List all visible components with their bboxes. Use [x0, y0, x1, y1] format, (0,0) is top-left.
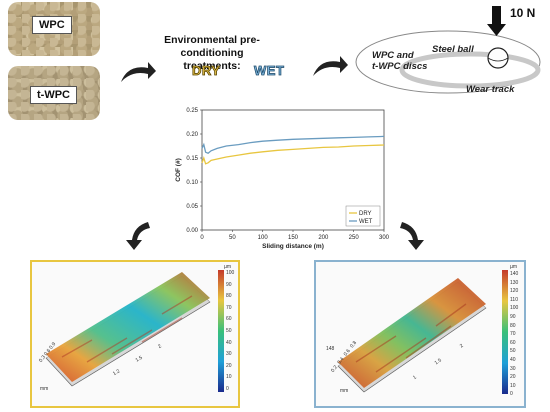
x-tick-label: 200: [318, 235, 329, 241]
colorbar-tick: 110: [510, 296, 518, 303]
colorbar-tick: 120: [510, 288, 519, 295]
colorbar-tick: 60: [510, 339, 516, 346]
dry-label: DRY: [192, 63, 221, 79]
series-line-dry: [201, 144, 385, 165]
wet-surface-map: [337, 270, 508, 394]
colorbar-tick: 0: [510, 391, 513, 398]
colorbar-tick: 130: [510, 279, 519, 286]
environment-title-line2: treatments:: [183, 60, 241, 72]
colorbar-tick: 60: [226, 316, 232, 323]
colorbar-tick-labels: 140 130 120 110 100 90 80 70 60 50 40 30…: [510, 270, 518, 399]
x-tick-label: 250: [349, 235, 360, 241]
disc-label: WPC and t-WPC discs: [372, 50, 427, 72]
series-line-wet: [201, 135, 385, 154]
ball-equator-line: [487, 57, 509, 62]
y-tick-label: 0.20: [186, 132, 198, 138]
steel-ball-label: Steel ball: [432, 44, 474, 55]
wet-label: WET: [254, 63, 285, 79]
map-unit-label: µm: [224, 264, 232, 270]
dry-surface-map: [45, 270, 224, 392]
colorbar-tick: 80: [510, 322, 516, 329]
force-arrow-icon: [487, 6, 506, 36]
disc-label-line1: WPC and: [372, 50, 414, 61]
colorbar: [502, 270, 508, 394]
curved-arrow-icon: [400, 222, 424, 250]
x-tick-label: 150: [288, 235, 299, 241]
steel-ball-icon: [487, 47, 509, 69]
colorbar-tick: 100: [510, 305, 519, 312]
colorbar-tick: 90: [510, 313, 516, 320]
curved-arrow-icon: [126, 222, 150, 250]
x-tick-label: 0: [200, 235, 204, 241]
axis-x: [363, 307, 487, 393]
colorbar-tick-labels: 100 90 80 70 60 50 40 30 20 10 0: [226, 268, 234, 396]
force-label: 10 N: [510, 6, 536, 20]
height-tick-label: 148: [326, 346, 335, 352]
colorbar-tick: 70: [226, 304, 232, 311]
surface-texture: [61, 295, 193, 363]
colorbar: [218, 270, 224, 392]
map-unit-label: µm: [510, 264, 518, 270]
x-axis-label: Sliding distance (m): [262, 243, 324, 250]
y-tick-label: 0.05: [186, 204, 198, 210]
surface-topography: [338, 278, 486, 388]
arrow-to-right-map: [400, 222, 424, 250]
arrow-to-test: [313, 56, 348, 76]
y-axis-label: COF (#): [175, 158, 182, 181]
axis-unit-label: mm: [40, 386, 49, 392]
colorbar-tick: 10: [510, 382, 516, 389]
surface-texture: [355, 303, 467, 373]
arrow-to-treatments: [121, 62, 156, 82]
y-tick-label: 0.15: [186, 156, 198, 162]
twpc-label: t-WPC: [30, 86, 77, 104]
legend-label: WET: [359, 219, 373, 225]
plot-area: [201, 109, 385, 231]
colorbar-tick: 40: [226, 339, 232, 346]
disc-label-line2: t-WPC discs: [372, 61, 428, 72]
curved-arrow-icon: [313, 56, 348, 76]
axis-x: [71, 301, 211, 387]
surface-topography: [46, 272, 210, 382]
colorbar-tick: 90: [226, 281, 232, 288]
colorbar-tick: 50: [226, 327, 232, 334]
cof-chart: 0.00 0.05 0.10 0.15 0.20 0.25 0 50 100 150 200 250 3…: [175, 108, 390, 250]
colorbar-tick: 140: [510, 271, 519, 277]
colorbar-tick: 0: [226, 385, 229, 392]
colorbar-tick: 30: [226, 351, 232, 358]
twpc-pellets-image: [8, 66, 100, 120]
x-tick-label: 300: [379, 235, 390, 241]
axis-y: [45, 357, 73, 387]
axis-unit-label: mm: [340, 388, 349, 394]
colorbar-tick: 20: [226, 362, 232, 369]
wet-surface-map-panel: µm 140 130 120 110 100 90 80 70 60 50 40…: [314, 260, 526, 408]
colorbar-tick: 20: [510, 374, 516, 381]
colorbar-tick: 30: [510, 365, 516, 372]
wear-track-label: Wear track: [466, 84, 515, 95]
arrow-to-left-map: [126, 222, 150, 250]
colorbar-tick: 100: [226, 270, 235, 276]
y-tick-label: 0.10: [186, 180, 198, 186]
y-tick-label: 0.00: [186, 228, 198, 234]
legend-label: DRY: [359, 211, 372, 217]
colorbar-tick: 40: [510, 356, 516, 363]
environment-title: Environmental pre-conditioning treatment…: [150, 34, 274, 73]
environment-title-line1: Environmental pre-conditioning: [164, 34, 260, 59]
test-setup-diagram: [355, 6, 541, 94]
colorbar-tick: 10: [226, 374, 232, 381]
colorbar-tick: 50: [510, 348, 516, 355]
disc-ellipse: [355, 30, 541, 94]
axis-y: [337, 365, 365, 393]
y-tick-label: 0.25: [186, 108, 198, 114]
dry-surface-map-panel: µm 100 90 80 70 60 50 40 30 20 10 0 0.3 …: [30, 260, 240, 408]
x-tick-label: 50: [229, 235, 236, 241]
x-tick-label: 100: [258, 235, 269, 241]
wear-track-ellipse: [399, 51, 541, 89]
colorbar-tick: 70: [510, 331, 516, 338]
colorbar-tick: 80: [226, 293, 232, 300]
wpc-label: WPC: [32, 16, 72, 34]
curved-arrow-icon: [121, 62, 156, 82]
